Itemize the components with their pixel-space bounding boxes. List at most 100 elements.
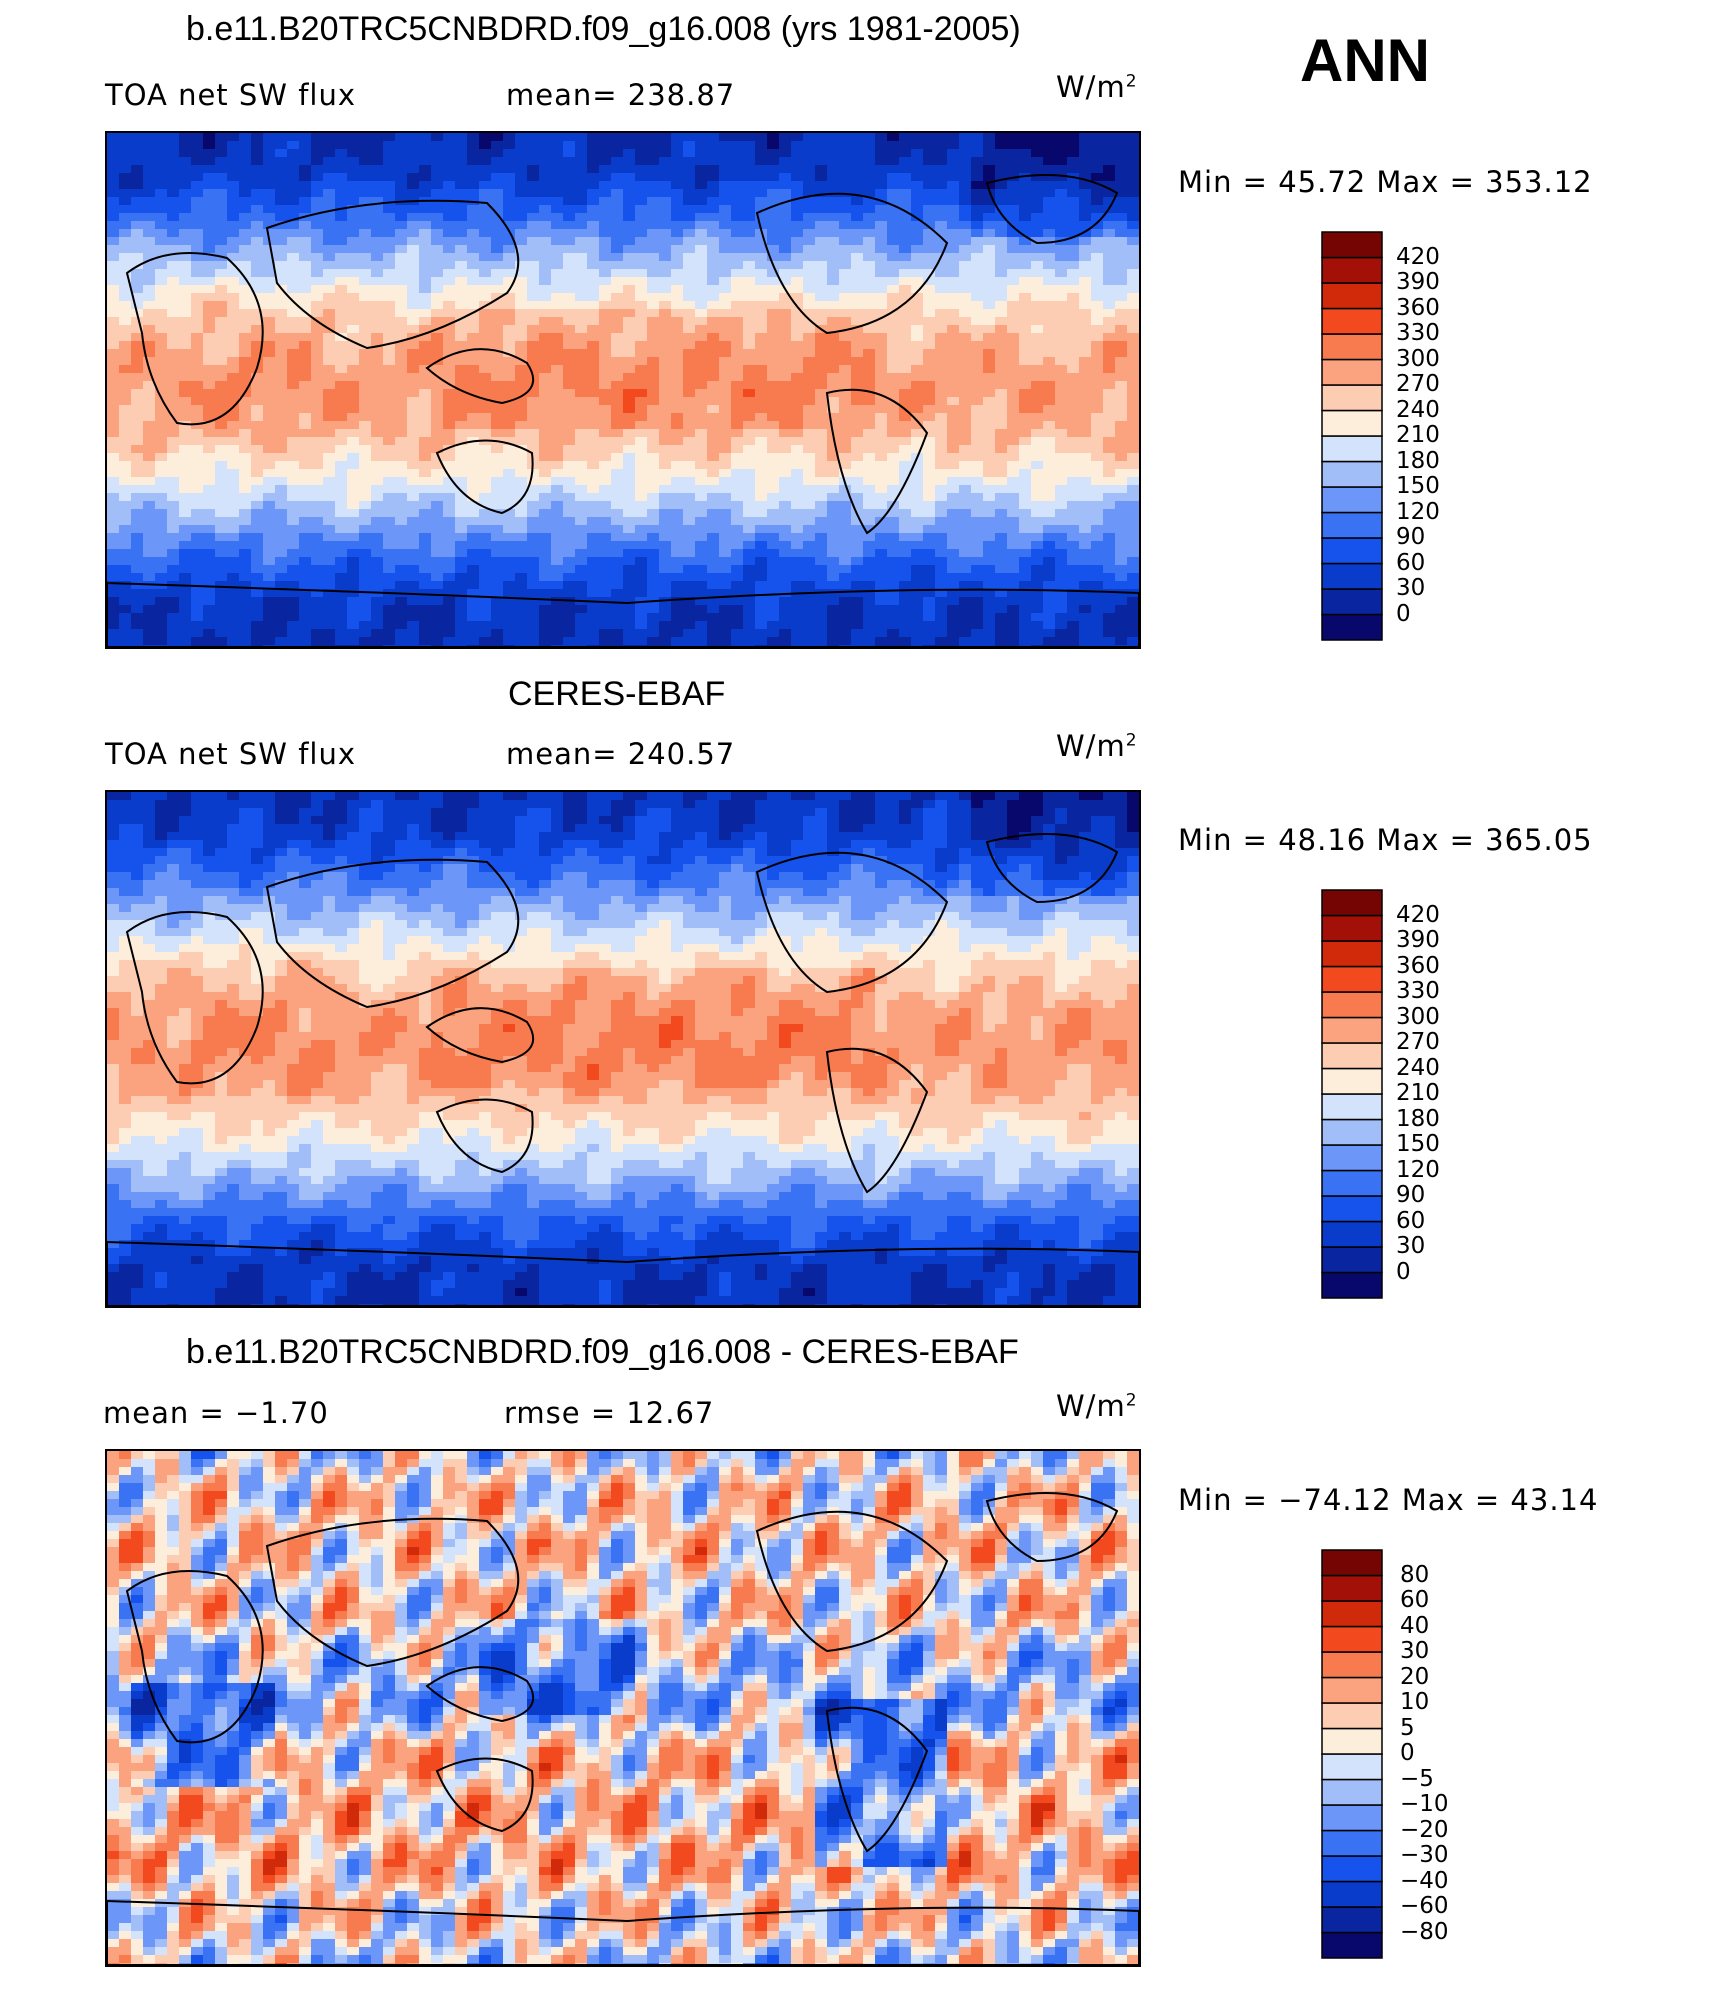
- field-cell: [599, 285, 612, 294]
- field-cell: [239, 421, 252, 430]
- field-cell: [611, 165, 624, 174]
- field-cell: [899, 533, 912, 542]
- field-cell: [1031, 581, 1044, 590]
- field-cell: [1043, 389, 1056, 398]
- field-cell: [191, 317, 204, 326]
- field-cell: [719, 301, 732, 310]
- field-cell: [611, 389, 624, 398]
- field-cell: [1007, 533, 1020, 542]
- field-cell: [1103, 381, 1116, 390]
- field-cell: [287, 229, 300, 238]
- field-cell: [623, 205, 636, 214]
- field-cell: [803, 213, 816, 222]
- field-cell: [671, 285, 684, 294]
- field-cell: [995, 301, 1008, 310]
- field-cell: [311, 533, 324, 542]
- field-cell: [803, 349, 816, 358]
- field-cell: [1091, 341, 1104, 350]
- field-cell: [107, 421, 120, 430]
- field-cell: [359, 437, 372, 446]
- field-cell: [407, 293, 420, 302]
- field-cell: [1127, 205, 1139, 214]
- field-cell: [179, 445, 192, 454]
- field-cell: [1031, 525, 1044, 534]
- field-cell: [563, 301, 576, 310]
- field-cell: [767, 437, 780, 446]
- field-cell: [275, 533, 288, 542]
- field-cell: [503, 325, 516, 334]
- field-cell: [755, 213, 768, 222]
- field-cell: [131, 541, 144, 550]
- field-cell: [1043, 181, 1056, 190]
- field-cell: [659, 301, 672, 310]
- field-cell: [275, 237, 288, 246]
- field-cell: [899, 453, 912, 462]
- field-cell: [743, 485, 756, 494]
- field-cell: [107, 357, 120, 366]
- field-cell: [923, 357, 936, 366]
- field-cell: [467, 173, 480, 182]
- field-cell: [575, 525, 588, 534]
- field-cell: [779, 541, 792, 550]
- field-cell: [503, 469, 516, 478]
- field-cell: [623, 373, 636, 382]
- field-cell: [683, 213, 696, 222]
- field-cell: [827, 245, 840, 254]
- field-cell: [839, 525, 852, 534]
- field-cell: [131, 317, 144, 326]
- field-cell: [935, 501, 948, 510]
- field-cell: [911, 173, 924, 182]
- field-cell: [263, 469, 276, 478]
- field-cell: [467, 517, 480, 526]
- field-cell: [119, 333, 132, 342]
- field-cell: [647, 381, 660, 390]
- field-cell: [575, 421, 588, 430]
- field-cell: [707, 381, 720, 390]
- field-cell: [887, 357, 900, 366]
- field-cell: [143, 413, 156, 422]
- field-cell: [635, 485, 648, 494]
- field-cell: [911, 133, 924, 142]
- field-cell: [599, 413, 612, 422]
- field-cell: [287, 429, 300, 438]
- field-cell: [467, 189, 480, 198]
- field-cell: [551, 421, 564, 430]
- field-cell: [803, 373, 816, 382]
- field-cell: [311, 349, 324, 358]
- field-cell: [1055, 437, 1068, 446]
- field-cell: [947, 181, 960, 190]
- field-cell: [611, 133, 624, 142]
- field-cell: [839, 485, 852, 494]
- field-cell: [911, 181, 924, 190]
- field-cell: [635, 317, 648, 326]
- field-cell: [287, 469, 300, 478]
- field-cell: [371, 237, 384, 246]
- field-cell: [275, 517, 288, 526]
- field-cell: [815, 253, 828, 262]
- field-cell: [491, 173, 504, 182]
- field-cell: [1115, 165, 1128, 174]
- field-cell: [1043, 253, 1056, 262]
- field-cell: [395, 309, 408, 318]
- field-cell: [995, 317, 1008, 326]
- field-cell: [851, 413, 864, 422]
- field-cell: [587, 477, 600, 486]
- field-cell: [1127, 453, 1139, 462]
- field-cell: [707, 405, 720, 414]
- field-cell: [575, 357, 588, 366]
- field-cell: [1031, 197, 1044, 206]
- field-cell: [1031, 413, 1044, 422]
- field-cell: [911, 493, 924, 502]
- field-cell: [755, 189, 768, 198]
- field-cell: [827, 341, 840, 350]
- field-cell: [275, 173, 288, 182]
- field-cell: [179, 301, 192, 310]
- field-cell: [971, 469, 984, 478]
- field-cell: [395, 245, 408, 254]
- field-cell: [203, 133, 216, 142]
- field-cell: [575, 205, 588, 214]
- field-cell: [719, 541, 732, 550]
- field-cell: [563, 357, 576, 366]
- field-cell: [911, 285, 924, 294]
- field-cell: [827, 181, 840, 190]
